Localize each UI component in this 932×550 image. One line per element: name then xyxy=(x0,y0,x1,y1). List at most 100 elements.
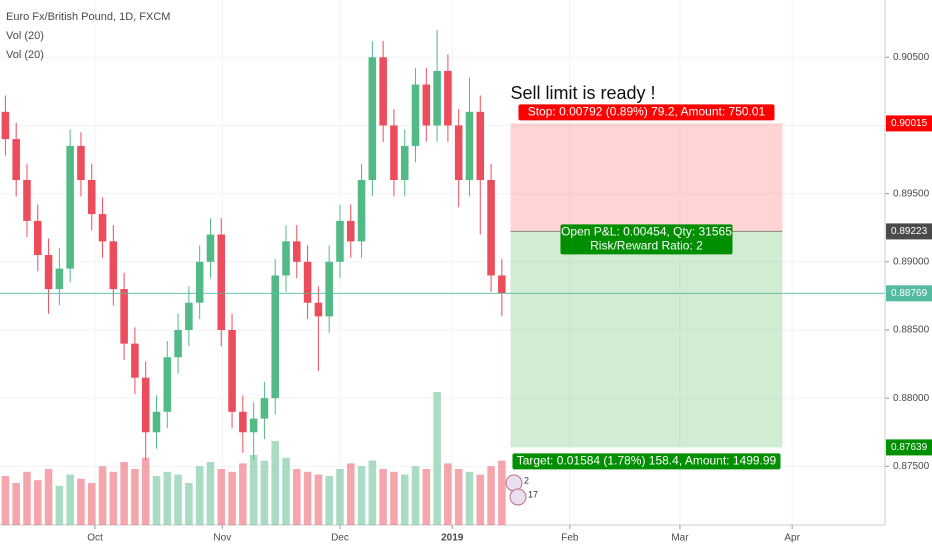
indicator-label: Vol (20) xyxy=(6,49,44,61)
candle-body xyxy=(120,289,128,344)
pnl-box xyxy=(560,224,733,255)
volume-bar xyxy=(346,463,355,525)
candle-body xyxy=(109,241,118,290)
price-tag: 0.88769 xyxy=(891,288,928,299)
y-tick-label: 0.89500 xyxy=(893,188,930,199)
event-badge-label: 2 xyxy=(524,475,529,485)
candle-body xyxy=(357,180,366,242)
candle-body xyxy=(400,145,409,180)
candle-body xyxy=(87,180,96,215)
volume-bar xyxy=(228,471,236,525)
volume-bar xyxy=(336,469,344,525)
x-tick-label: Apr xyxy=(784,533,800,544)
volume-bar xyxy=(325,476,333,525)
target-label: Target: 0.01584 (1.78%) 158.4, Amount: 1… xyxy=(517,454,777,468)
annotation: Sell limit is ready ! xyxy=(510,83,655,103)
target-label-box xyxy=(512,453,781,470)
volume-bar xyxy=(314,474,323,525)
candle-body xyxy=(44,255,53,290)
candle-body xyxy=(33,220,42,255)
candle-body xyxy=(411,84,420,146)
stop-label-box xyxy=(518,104,775,121)
candle-body xyxy=(498,275,506,294)
volume-bar xyxy=(174,474,182,525)
price-tag-box xyxy=(886,223,932,240)
x-tick-label: Oct xyxy=(87,533,103,544)
candle-body xyxy=(465,111,474,180)
volume-bar xyxy=(411,466,420,525)
volume-bar xyxy=(239,463,247,525)
reward-zone xyxy=(510,231,783,448)
price-tag: 0.89223 xyxy=(891,226,928,237)
candle-body xyxy=(1,111,10,140)
volume-bar xyxy=(293,469,301,525)
candle-body xyxy=(66,145,74,269)
candle-body xyxy=(293,241,301,262)
candle-body xyxy=(379,57,387,126)
volume-bar xyxy=(476,474,485,525)
pnl-label: Open P&L: 0.00454, Qty: 31565 xyxy=(561,225,732,239)
volume-bar xyxy=(217,469,226,525)
candle-body xyxy=(422,84,431,126)
candle-body xyxy=(476,111,485,180)
x-tick-label: Dec xyxy=(331,533,349,544)
volume-bar xyxy=(487,466,495,525)
candle-body xyxy=(336,220,344,262)
price-tag: 0.90015 xyxy=(891,118,928,129)
volume-bar xyxy=(379,469,387,525)
chart-title: Euro Fx/British Pound, 1D, FXCM xyxy=(6,11,170,23)
candle-body xyxy=(217,234,226,330)
volume-bar xyxy=(185,483,193,525)
candle-body xyxy=(77,145,85,180)
risk-zone xyxy=(510,123,783,232)
volume-bar xyxy=(152,476,161,525)
candle-body xyxy=(325,261,333,317)
volume-bar xyxy=(465,471,474,525)
volume-bar xyxy=(77,478,85,525)
volume-bar xyxy=(422,469,431,525)
candle-body xyxy=(433,70,441,126)
candle-body xyxy=(454,125,463,180)
volume-bar xyxy=(260,460,269,525)
volume-bar xyxy=(109,471,118,525)
event-badge xyxy=(509,488,527,506)
volume-bar xyxy=(271,441,279,525)
volume-bar xyxy=(357,466,366,525)
candle-body xyxy=(131,343,139,378)
price-tag: 0.87639 xyxy=(891,442,928,453)
volume-bar xyxy=(368,460,377,525)
x-tick-label: Feb xyxy=(561,533,579,544)
candle-body xyxy=(152,411,161,433)
event-badge xyxy=(505,474,523,492)
candle-body xyxy=(195,261,204,303)
candle-body xyxy=(282,241,290,276)
volume-bar xyxy=(66,474,74,525)
volume-bar xyxy=(131,469,139,525)
candle-body xyxy=(260,398,269,419)
volume-bar xyxy=(249,455,258,525)
volume-bar xyxy=(400,474,409,525)
volume-bar xyxy=(282,457,290,525)
candle-body xyxy=(12,139,20,180)
y-tick-label: 0.88500 xyxy=(893,325,930,336)
y-tick-label: 0.88000 xyxy=(893,393,930,404)
x-tick-label: Mar xyxy=(671,533,689,544)
candle-body xyxy=(487,180,495,276)
candle-body xyxy=(174,330,182,358)
plot-layer: Stop: 0.00792 (0.89%) 79.2, Amount: 750.… xyxy=(0,0,885,525)
y-tick-label: 0.90500 xyxy=(893,52,930,63)
volume-bar xyxy=(206,462,215,525)
candle-body xyxy=(228,330,236,412)
candle-body xyxy=(206,234,215,262)
price-tag-box xyxy=(886,439,932,456)
price-tag-box xyxy=(886,115,932,132)
candle-body xyxy=(23,180,31,221)
volume-bar xyxy=(120,462,128,525)
candle-body xyxy=(346,220,355,242)
volume-bar xyxy=(498,460,506,525)
candle-body xyxy=(239,411,247,433)
volume-bar xyxy=(163,471,172,525)
candle-body xyxy=(303,261,312,303)
